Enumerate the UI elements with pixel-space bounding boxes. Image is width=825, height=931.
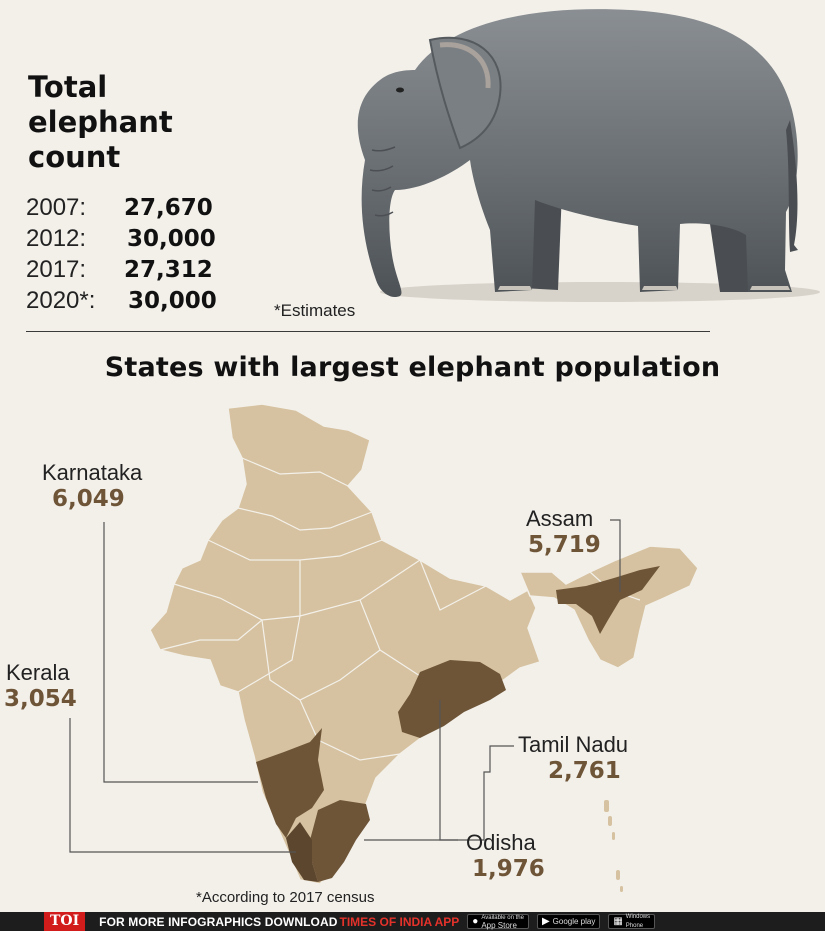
india-map <box>69 403 699 892</box>
estimates-note: *Estimates <box>274 301 356 320</box>
odisha-value: 1,976 <box>472 856 545 882</box>
odisha-leader-line <box>439 700 458 841</box>
odisha-region <box>398 660 506 738</box>
count-year: 2017: <box>26 256 87 283</box>
kerala-region <box>286 822 318 882</box>
windows-icon: ▦ <box>613 915 623 927</box>
footer-text: FOR MORE INFOGRAPHICS DOWNLOAD <box>99 914 338 929</box>
store-big-text: Google play <box>552 916 596 926</box>
section-title: States with largest elephant population <box>104 352 721 383</box>
assam-label: Assam <box>526 506 594 531</box>
tamil-nadu-leader-line <box>364 745 514 841</box>
andaman-islands <box>604 800 623 892</box>
count-value: 30,000 <box>128 288 217 314</box>
footer-app-name[interactable]: TIMES OF INDIA APP <box>339 914 460 929</box>
count-year: 2020*: <box>26 287 96 314</box>
count-row: 2017: 27,312 <box>26 256 217 287</box>
count-value: 27,670 <box>124 195 213 221</box>
footer-banner: TOI FOR MORE INFOGRAPHICS DOWNLOAD TIMES… <box>0 912 825 931</box>
apple-icon: ● <box>472 915 479 927</box>
count-year: 2007: <box>26 194 87 221</box>
census-note: *According to 2017 census <box>196 889 375 906</box>
tamil-nadu-label: Tamil Nadu <box>518 732 629 757</box>
title-line: count <box>28 140 121 174</box>
store-big-text: App Store <box>481 920 517 930</box>
title-line: elephant <box>28 105 173 139</box>
karnataka-label: Karnataka <box>42 460 143 485</box>
toi-logo[interactable]: TOI <box>44 912 86 931</box>
store-small-text: Windows <box>625 914 651 920</box>
app-store-badge[interactable]: ● Available on the App Store <box>467 914 529 929</box>
assam-region <box>556 566 660 634</box>
count-value: 30,000 <box>127 226 216 252</box>
store-big-text: Phone <box>625 923 644 929</box>
elephant-count-list: 2007: 27,670 2012: 30,000 2017: 27,312 2… <box>26 194 217 318</box>
kerala-value: 3,054 <box>4 686 77 712</box>
count-year: 2012: <box>26 225 87 252</box>
elephant-illustration <box>357 9 820 302</box>
section-divider <box>26 331 710 332</box>
count-value: 27,312 <box>124 257 213 283</box>
infographic-title: Total elephant count <box>28 70 173 175</box>
windows-phone-badge[interactable]: ▦ Windows Phone <box>608 914 656 929</box>
tamil-nadu-region <box>310 800 370 882</box>
kerala-label: Kerala <box>6 660 70 685</box>
count-row: 2012: 30,000 <box>26 225 217 256</box>
tamil-nadu-value: 2,761 <box>548 758 621 784</box>
title-line: Total <box>28 70 108 104</box>
karnataka-leader-line <box>103 522 258 783</box>
karnataka-value: 6,049 <box>52 486 125 512</box>
kerala-leader-line <box>69 718 296 853</box>
store-small-text: Available on the <box>481 914 524 921</box>
assam-leader-line <box>610 519 621 592</box>
karnataka-region <box>256 728 324 838</box>
google-play-icon: ▶ <box>541 915 550 927</box>
assam-value: 5,719 <box>528 532 601 558</box>
count-row: 2007: 27,670 <box>26 194 217 225</box>
odisha-label: Odisha <box>466 830 536 855</box>
google-play-badge[interactable]: ▶ Google play <box>536 914 601 929</box>
count-row: 2020*: 30,000 <box>26 287 217 318</box>
